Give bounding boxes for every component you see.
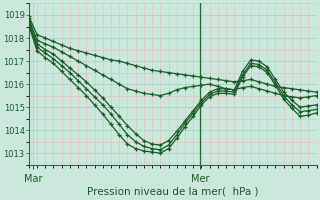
X-axis label: Pression niveau de la mer(  hPa ): Pression niveau de la mer( hPa ) <box>87 187 258 197</box>
